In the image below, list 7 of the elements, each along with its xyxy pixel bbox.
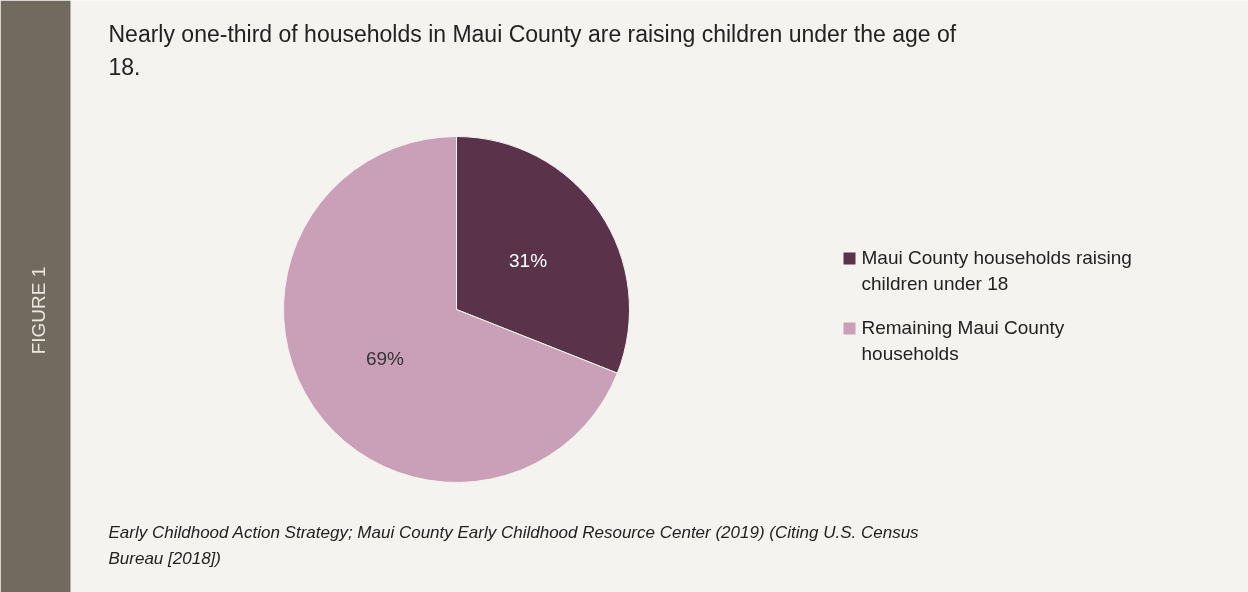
data-label: 31% [509,250,548,272]
text: Early Childhood Action Strategy; Maui County Early Childhood Resource Center (2019) (Citing U.S. Census Bureau [2018]) [108,523,920,568]
legend-label: Maui County households raising children under 18 [861,246,1132,294]
chart-title: Nearly one-third of households in Maui County are raising children under the age of 18. [108,20,957,81]
caption: FIGURE 1 [28,266,49,355]
legend-label: Remaining Maui County households [861,316,1065,364]
data-label: 69% [365,347,405,369]
